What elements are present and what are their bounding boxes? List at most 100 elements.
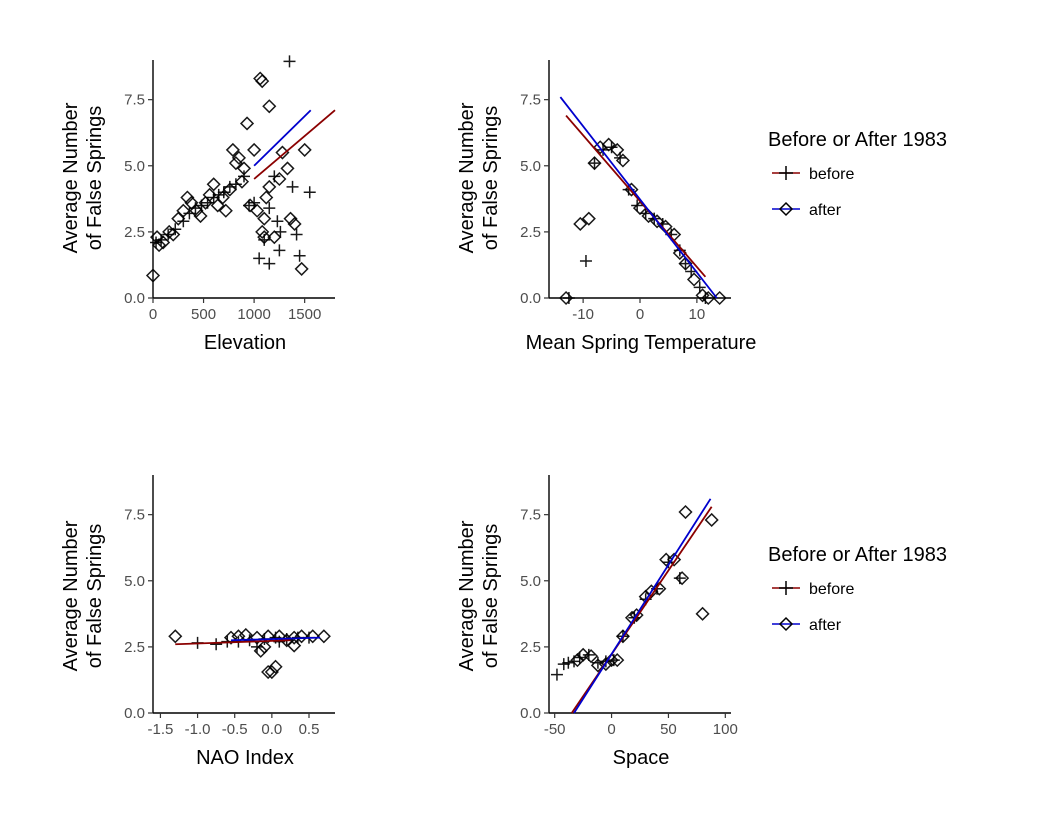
y-axis-title-line-2: of False Springs bbox=[84, 524, 106, 669]
after-point bbox=[189, 203, 204, 218]
after-point bbox=[222, 182, 237, 197]
x-tick-label: 0 bbox=[636, 306, 644, 323]
after-point bbox=[234, 174, 250, 189]
after-point bbox=[287, 638, 302, 653]
after-fit-line bbox=[253, 109, 312, 167]
x-tick-label: 10 bbox=[689, 306, 706, 323]
y-axis-title-line-1: Average Number bbox=[456, 520, 478, 671]
y-axis-title-line-1: Average Number bbox=[60, 520, 82, 671]
x-tick-label: 1000 bbox=[237, 306, 270, 323]
before-point bbox=[273, 244, 286, 257]
y-axis-title-line-1: Average Number bbox=[60, 102, 82, 253]
x-axis-title: Mean Spring Temperature bbox=[526, 332, 757, 354]
y-tick-label: 0.0 bbox=[520, 705, 541, 722]
before-point bbox=[169, 223, 182, 236]
after-point bbox=[581, 211, 596, 226]
legend-title: Before or After 1983 bbox=[768, 544, 947, 566]
y-tick-label: 5.0 bbox=[124, 158, 145, 175]
x-tick-label: -1.5 bbox=[147, 721, 173, 738]
before-point bbox=[550, 668, 563, 681]
after-point bbox=[250, 203, 265, 218]
after-point bbox=[559, 290, 574, 306]
after-point bbox=[249, 630, 265, 645]
after-point bbox=[145, 268, 161, 283]
after-point bbox=[259, 190, 274, 205]
before-point bbox=[210, 638, 223, 651]
x-tick-label: 0.0 bbox=[261, 721, 282, 738]
before-fit-line bbox=[175, 639, 291, 646]
after-point bbox=[650, 214, 665, 229]
after-point bbox=[287, 216, 302, 232]
after-point bbox=[686, 272, 702, 287]
after-point bbox=[305, 629, 320, 644]
legend-before-label: before bbox=[809, 581, 854, 598]
after-point bbox=[701, 290, 716, 306]
after-point bbox=[604, 653, 619, 668]
after-point bbox=[675, 571, 690, 586]
y-tick-label: 7.5 bbox=[520, 507, 541, 524]
x-axis-title: Space bbox=[613, 747, 670, 769]
legend-before-plus-icon bbox=[779, 581, 793, 595]
panel-mean-spring-temperature: Mean Spring Temperature Average Number o… bbox=[456, 60, 756, 354]
before-point bbox=[290, 228, 303, 241]
after-point bbox=[264, 664, 279, 680]
after-point bbox=[267, 230, 282, 245]
y-tick-label: 5.0 bbox=[520, 573, 541, 590]
x-tick-label: 500 bbox=[191, 306, 216, 323]
after-point bbox=[629, 608, 644, 623]
y-tick-label: 7.5 bbox=[124, 92, 145, 109]
before-point bbox=[303, 186, 316, 199]
y-axis-title-line-2: of False Springs bbox=[480, 524, 502, 669]
x-tick-label: 0.5 bbox=[299, 721, 320, 738]
x-tick-label: 1500 bbox=[288, 306, 321, 323]
after-point bbox=[255, 74, 270, 89]
after-point bbox=[294, 261, 309, 276]
after-point bbox=[261, 629, 276, 644]
before-point bbox=[579, 254, 592, 267]
after-point bbox=[231, 150, 247, 165]
y-axis-title-line-1: Average Number bbox=[456, 102, 478, 253]
after-fit-line bbox=[559, 96, 718, 299]
after-point bbox=[573, 216, 588, 232]
after-fit-line bbox=[573, 498, 712, 714]
after-point bbox=[257, 230, 272, 245]
x-tick-label: -50 bbox=[544, 721, 566, 738]
after-point bbox=[283, 211, 298, 226]
after-point bbox=[590, 658, 605, 673]
after-point bbox=[272, 171, 287, 187]
before-point bbox=[274, 225, 287, 238]
y-tick-label: 7.5 bbox=[520, 92, 541, 109]
panel-space: Space Average Number of False Springs 0.… bbox=[456, 475, 738, 769]
after-point bbox=[695, 288, 710, 303]
legend-after-label: after bbox=[809, 202, 842, 219]
before-point bbox=[283, 55, 296, 68]
after-point bbox=[180, 190, 195, 205]
before-point bbox=[263, 202, 276, 215]
before-point bbox=[229, 178, 242, 191]
after-point bbox=[202, 187, 217, 202]
after-point bbox=[156, 235, 171, 250]
after-point bbox=[268, 659, 283, 674]
after-point bbox=[218, 203, 233, 218]
after-fit-line bbox=[230, 636, 321, 642]
y-tick-label: 2.5 bbox=[124, 639, 145, 656]
x-tick-label: 100 bbox=[713, 721, 738, 738]
after-point bbox=[225, 142, 240, 157]
after-point bbox=[239, 116, 255, 131]
after-point bbox=[280, 161, 295, 176]
after-point bbox=[695, 606, 710, 621]
after-point bbox=[168, 629, 183, 644]
x-tick-label: -10 bbox=[572, 306, 594, 323]
y-tick-label: 2.5 bbox=[520, 224, 541, 241]
legend-after-diamond-icon bbox=[778, 201, 794, 217]
x-tick-label: 0 bbox=[607, 721, 615, 738]
before-point bbox=[286, 180, 299, 193]
after-point bbox=[262, 99, 277, 114]
after-point bbox=[193, 208, 208, 224]
after-point bbox=[162, 224, 177, 239]
after-point bbox=[206, 177, 221, 192]
after-point bbox=[236, 161, 252, 176]
after-point bbox=[152, 238, 167, 253]
after-point bbox=[171, 211, 186, 226]
after-point bbox=[215, 190, 230, 205]
